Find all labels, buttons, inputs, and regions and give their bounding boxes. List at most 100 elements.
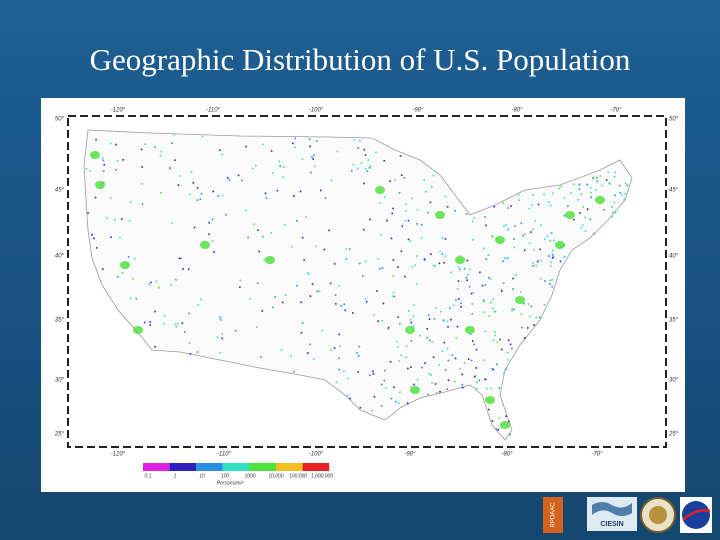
dot: [444, 238, 447, 240]
dot: [413, 383, 415, 386]
dot: [626, 184, 629, 187]
dot: [397, 266, 399, 268]
dot: [488, 408, 490, 411]
dot: [473, 343, 475, 346]
dot: [470, 359, 473, 362]
dot: [121, 272, 124, 274]
dot: [398, 192, 401, 194]
dot: [444, 255, 447, 257]
dot: [256, 282, 259, 285]
dot: [392, 259, 395, 261]
dot: [572, 183, 575, 185]
dot: [549, 283, 551, 285]
dot: [592, 177, 594, 180]
dot: [405, 345, 408, 348]
dot: [540, 259, 542, 262]
dot: [129, 297, 132, 300]
dot: [451, 354, 454, 357]
legend-swatch: [276, 463, 303, 471]
dot: [537, 203, 540, 206]
dot: [514, 274, 517, 276]
dot: [193, 226, 196, 229]
dot: [379, 267, 381, 270]
dot: [430, 253, 432, 255]
dot: [434, 265, 437, 267]
dot: [563, 197, 566, 199]
dot: [174, 159, 176, 161]
dot: [335, 303, 337, 305]
dot: [211, 218, 214, 221]
dot: [463, 362, 466, 364]
dot: [468, 285, 471, 288]
dot: [409, 240, 412, 243]
dot: [567, 205, 569, 208]
dot: [611, 215, 613, 218]
dot: [349, 397, 351, 400]
dot: [621, 194, 623, 196]
dot: [149, 321, 152, 323]
lon-label: -80°: [511, 108, 523, 114]
dot: [430, 186, 433, 188]
dot: [296, 219, 298, 222]
dot: [607, 171, 610, 173]
dot: [307, 273, 310, 276]
dot: [455, 337, 458, 339]
dot: [513, 238, 515, 240]
dot: [309, 343, 311, 346]
dot: [365, 300, 368, 303]
dot: [482, 300, 485, 303]
dot: [536, 260, 539, 263]
dot: [189, 193, 191, 196]
dot: [439, 390, 441, 393]
dot: [369, 218, 371, 221]
dot: [188, 342, 191, 344]
dot: [528, 207, 531, 210]
lon-label: -90°: [404, 452, 416, 458]
dot: [339, 345, 342, 348]
dot: [527, 303, 530, 305]
dot: [323, 248, 326, 251]
dot: [582, 206, 584, 208]
dot: [478, 379, 480, 382]
dot: [601, 184, 603, 187]
dot: [352, 312, 354, 314]
dot: [263, 258, 266, 261]
dot: [510, 205, 512, 207]
dot: [276, 189, 279, 192]
dot: [181, 322, 184, 325]
dot: [320, 189, 322, 192]
dot: [406, 402, 409, 404]
dot: [586, 183, 589, 186]
dot: [558, 187, 561, 190]
dot: [439, 250, 441, 253]
dot: [200, 192, 203, 195]
dot: [91, 233, 93, 236]
dot: [324, 197, 327, 199]
dot: [363, 148, 366, 151]
dot: [579, 212, 581, 214]
dot: [552, 192, 554, 195]
dot: [539, 248, 542, 251]
dot: [160, 150, 163, 153]
dot: [539, 277, 542, 280]
dot: [520, 222, 523, 225]
dot: [300, 331, 303, 334]
dot: [494, 331, 496, 333]
dot: [471, 220, 474, 223]
dot: [424, 259, 426, 261]
dot: [524, 337, 526, 339]
dot: [347, 377, 349, 380]
dot: [553, 239, 555, 242]
lon-label: -70°: [591, 452, 603, 458]
dot: [338, 333, 341, 336]
dot: [438, 262, 441, 265]
dot: [489, 278, 492, 280]
dot: [119, 236, 121, 239]
dot: [416, 208, 419, 211]
dot: [141, 203, 144, 206]
dot: [412, 315, 415, 317]
dot: [149, 324, 151, 326]
dot: [260, 356, 262, 358]
dot: [397, 402, 400, 404]
